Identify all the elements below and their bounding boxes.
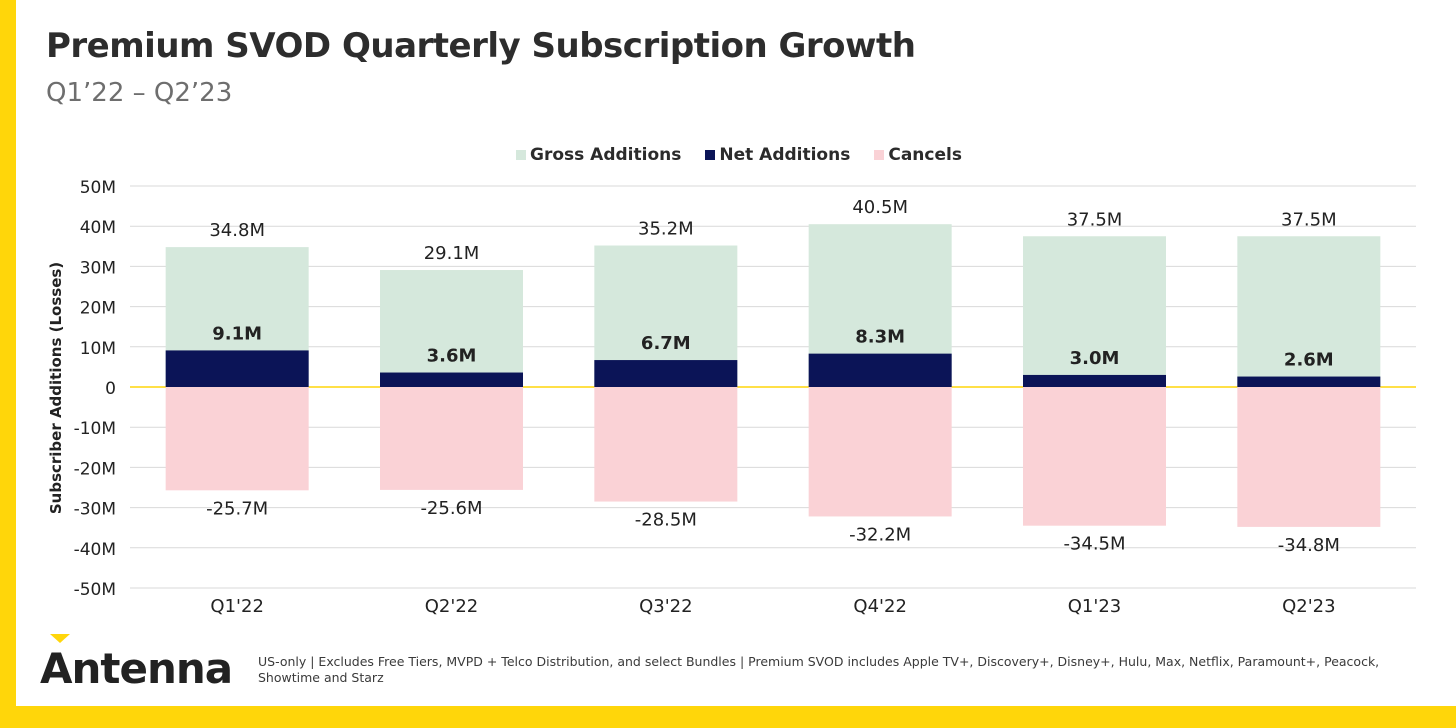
data-label-net-additions: 6.7M — [641, 333, 691, 354]
bar-net-additions — [1237, 376, 1381, 387]
data-label-cancels: -34.5M — [1063, 534, 1125, 555]
bar-gross-additions — [1237, 236, 1381, 387]
bar-gross-additions — [1023, 236, 1166, 387]
legend-item-net-additions: Net Additions — [705, 145, 850, 165]
y-tick-label: 0 — [105, 379, 116, 399]
data-label-cancels: -34.8M — [1278, 535, 1340, 556]
chart-legend: Gross Additions Net Additions Cancels — [516, 144, 986, 166]
data-label-gross-additions: 35.2M — [638, 218, 694, 239]
data-label-gross-additions: 37.5M — [1281, 209, 1337, 230]
y-tick-label: 40M — [80, 218, 116, 238]
x-tick-label: Q1'22 — [210, 596, 263, 617]
data-labels: 34.8M 9.1M -25.7M 29.1M 3.6M -25.6M 35.2M 6.7M -… — [206, 197, 1340, 556]
chart-subtitle: Q1’22 – Q2’23 — [46, 78, 233, 108]
legend-swatch-gross-additions — [516, 150, 526, 160]
bar-gross-additions — [380, 270, 523, 387]
data-label-cancels: -25.6M — [420, 498, 482, 519]
data-label-net-additions: 3.0M — [1070, 348, 1120, 369]
y-axis-label: Subscriber Additions (Losses) — [47, 262, 65, 514]
y-tick-label: -50M — [74, 580, 116, 600]
x-axis-ticks: Q1'22 Q2'22 Q3'22 Q4'22 Q1'23 Q2'23 — [210, 596, 1335, 617]
chart-title: Premium SVOD Quarterly Subscription Grow… — [46, 26, 916, 66]
bar-net-additions — [594, 360, 738, 387]
bar-cancels — [1237, 387, 1381, 527]
bar-net-additions — [380, 372, 523, 387]
x-tick-label: Q2'23 — [1282, 596, 1335, 617]
gridlines — [130, 185, 1416, 589]
logo-text: Antenna — [40, 644, 233, 693]
bar-net-additions — [1023, 374, 1166, 387]
frame-bottom-border — [0, 706, 1456, 728]
data-label-gross-additions: 34.8M — [209, 220, 265, 241]
logo-caret-icon — [50, 634, 70, 643]
y-tick-label: -20M — [74, 459, 116, 479]
bar-net-additions — [808, 353, 952, 387]
bar-cancels — [1023, 387, 1166, 526]
legend-label-cancels: Cancels — [888, 145, 962, 165]
bars — [165, 224, 1381, 527]
data-label-net-additions: 8.3M — [855, 327, 905, 348]
y-tick-label: 50M — [80, 178, 116, 198]
x-tick-label: Q3'22 — [639, 596, 692, 617]
x-tick-label: Q1'23 — [1068, 596, 1121, 617]
data-label-cancels: -32.2M — [849, 524, 911, 545]
footnote: US-only | Excludes Free Tiers, MVPD + Te… — [258, 654, 1380, 685]
data-label-net-additions: 2.6M — [1284, 350, 1334, 371]
data-label-cancels: -28.5M — [635, 510, 697, 531]
y-tick-label: 10M — [80, 339, 116, 359]
bar-cancels — [594, 387, 738, 502]
frame-left-border — [0, 0, 16, 728]
data-label-net-additions: 9.1M — [212, 323, 262, 344]
bar-cancels — [380, 387, 523, 490]
x-tick-label: Q2'22 — [425, 596, 478, 617]
data-label-gross-additions: 29.1M — [424, 243, 480, 264]
data-label-gross-additions: 40.5M — [852, 197, 908, 218]
legend-item-gross-additions: Gross Additions — [516, 145, 681, 165]
x-tick-label: Q4'22 — [853, 596, 906, 617]
y-axis-ticks: 50M 40M 30M 20M 10M 0 -10M -20M -30M -40M -50M — [74, 178, 116, 600]
legend-swatch-cancels — [874, 150, 885, 160]
legend-label-net-additions: Net Additions — [719, 145, 851, 165]
bar-cancels — [165, 387, 309, 491]
bar-net-additions — [165, 350, 309, 387]
y-tick-label: 30M — [80, 258, 116, 278]
y-tick-label: -30M — [74, 500, 116, 520]
data-label-net-additions: 3.6M — [427, 346, 477, 367]
legend-item-cancels: Cancels — [874, 145, 962, 165]
data-label-cancels: -25.7M — [206, 498, 268, 519]
y-tick-label: -40M — [74, 540, 116, 560]
y-tick-label: -10M — [74, 419, 116, 439]
legend-swatch-net-additions — [705, 150, 716, 160]
y-tick-label: 20M — [80, 299, 116, 319]
bar-cancels — [808, 387, 952, 517]
data-label-gross-additions: 37.5M — [1067, 209, 1123, 230]
antenna-logo: Antenna — [40, 634, 240, 694]
legend-label-gross-additions: Gross Additions — [530, 145, 682, 165]
